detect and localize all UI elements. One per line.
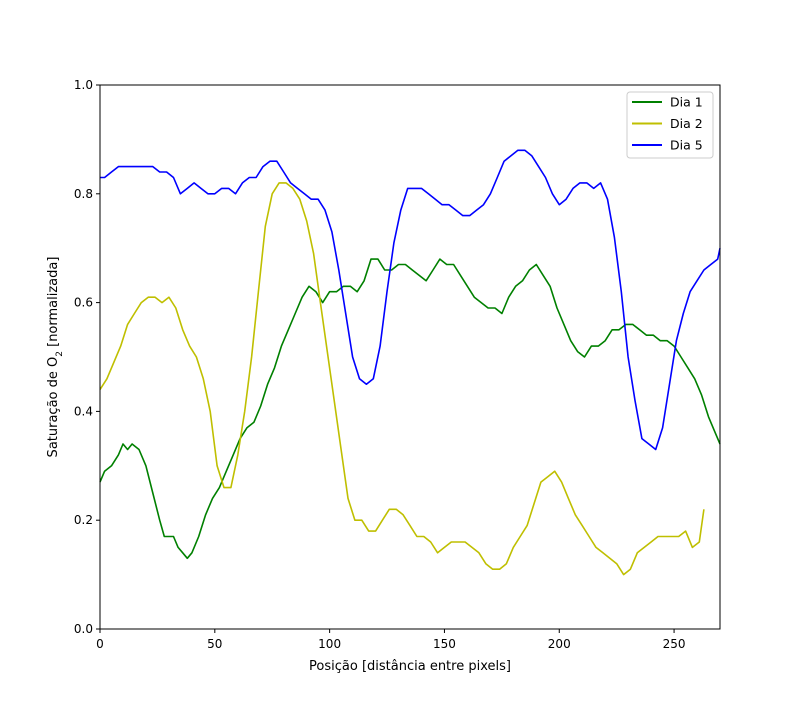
y-axis-label-subscript: 2 <box>55 351 65 357</box>
series-line-3 <box>100 149 721 451</box>
y-axis-label-tail: [normalizada] <box>46 257 61 351</box>
legend-label-2: Dia 2 <box>670 116 703 131</box>
x-tick-label: 200 <box>548 637 571 651</box>
legend: Dia 1 Dia 2 Dia 5 <box>626 91 714 159</box>
x-tick-label: 50 <box>207 637 222 651</box>
series-line-2 <box>99 182 705 576</box>
y-axis-label-main: Saturação de O <box>46 357 61 458</box>
x-tick-label: 0 <box>96 637 104 651</box>
y-tick-label: 0.2 <box>74 513 93 527</box>
x-tick-label: 250 <box>663 637 686 651</box>
x-tick-label: 150 <box>433 637 456 651</box>
axes-frame <box>99 84 721 630</box>
legend-label-1: Dia 1 <box>670 95 703 110</box>
y-tick-label: 0.6 <box>74 296 93 310</box>
series-layer <box>99 149 721 576</box>
x-tick-label: 100 <box>318 637 341 651</box>
y-axis-label: Saturação de O2 [normalizada] <box>46 257 65 458</box>
legend-frame <box>626 91 714 159</box>
ticks-layer: 0 50 100 150 200 250 0.0 0.2 0.4 0.6 0.8 1.0 <box>74 78 686 651</box>
y-tick-label: 0.4 <box>74 404 93 418</box>
series-line-1 <box>99 258 721 560</box>
y-tick-label: 0.8 <box>74 187 93 201</box>
y-tick-label: 0.0 <box>74 622 93 636</box>
legend-label-3: Dia 5 <box>670 138 703 153</box>
x-axis-label: Posição [distância entre pixels] <box>309 659 511 674</box>
y-tick-label: 1.0 <box>74 78 93 92</box>
